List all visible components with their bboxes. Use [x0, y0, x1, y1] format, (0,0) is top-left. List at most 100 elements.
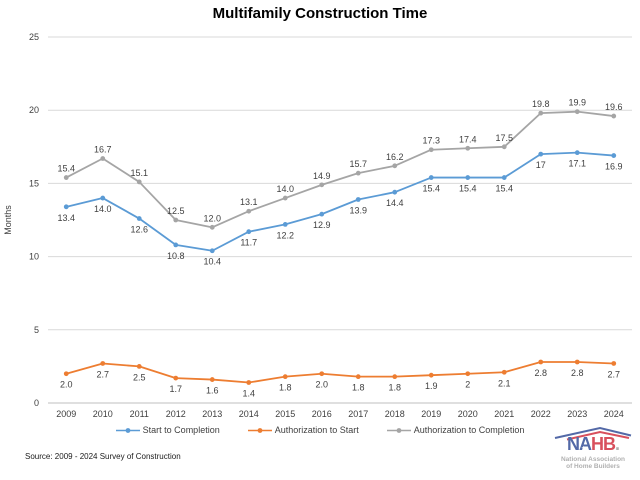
data-label-start-to-completion: 13.9 [349, 206, 367, 216]
data-point-authorization-to-completion [173, 217, 179, 223]
data-point-authorization-to-completion [246, 208, 252, 214]
data-point-start-to-completion [319, 211, 325, 217]
data-label-authorization-to-start: 1.7 [169, 384, 182, 394]
data-label-authorization-to-completion: 17.4 [459, 134, 477, 144]
nahb-subtitle-line2: of Home Builders [566, 463, 620, 470]
legend-label: Start to Completion [142, 425, 220, 435]
nahb-subtitle-line1: National Association [560, 456, 626, 463]
nahb-wordmark-na: NA ★ [567, 434, 592, 454]
data-point-authorization-to-start [428, 372, 434, 378]
data-label-authorization-to-completion: 14.9 [313, 171, 331, 181]
data-label-authorization-to-completion: 15.1 [130, 168, 148, 178]
y-tick-label: 20 [29, 105, 39, 115]
legend-label: Authorization to Completion [413, 425, 525, 435]
data-label-start-to-completion: 15.4 [422, 184, 440, 194]
y-tick-label: 10 [29, 252, 39, 262]
data-label-start-to-completion: 15.4 [459, 184, 477, 194]
x-tick-label: 2013 [202, 409, 222, 419]
legend-marker-icon [386, 427, 411, 433]
y-axis-title: Months [3, 205, 13, 235]
x-tick-label: 2014 [239, 409, 259, 419]
y-tick-label: 15 [29, 178, 39, 188]
data-point-authorization-to-start [501, 369, 507, 375]
data-label-authorization-to-completion: 15.7 [349, 159, 367, 169]
data-label-authorization-to-completion: 17.3 [422, 136, 440, 146]
data-point-start-to-completion [246, 229, 252, 235]
data-point-authorization-to-completion [136, 179, 142, 185]
data-label-authorization-to-completion: 13.1 [240, 197, 258, 207]
x-tick-label: 2009 [56, 409, 76, 419]
data-label-authorization-to-start: 1.8 [388, 383, 401, 393]
data-point-authorization-to-start [246, 380, 252, 385]
data-label-start-to-completion: 12.6 [130, 225, 148, 235]
x-tick-label: 2016 [312, 409, 332, 419]
data-label-authorization-to-start: 2.5 [133, 372, 146, 382]
legend-item-authorization-to-start: Authorization to Start [247, 425, 359, 435]
data-label-authorization-to-start: 2.7 [607, 369, 620, 379]
data-label-authorization-to-start: 2.0 [60, 380, 73, 390]
data-point-authorization-to-completion [355, 170, 361, 176]
line-chart: 0 5 10 15 20 25 Months 2009 2010 2011 2012 2013 2014… [3, 32, 632, 419]
data-label-authorization-to-start: 2 [465, 380, 470, 390]
data-point-authorization-to-start [209, 377, 215, 382]
x-tick-label: 2022 [531, 409, 551, 419]
data-label-authorization-to-completion: 12.0 [203, 213, 221, 223]
data-point-authorization-to-start [392, 374, 398, 380]
x-tick-label: 2018 [385, 409, 405, 419]
data-label-start-to-completion: 14.0 [94, 204, 112, 214]
data-label-authorization-to-completion: 16.2 [386, 152, 404, 162]
data-label-start-to-completion: 16.9 [605, 162, 623, 172]
series-line-authorization-to-completion [65, 110, 614, 229]
x-tick-label: 2017 [348, 409, 368, 419]
data-label-authorization-to-completion: 19.8 [532, 99, 550, 109]
data-point-authorization-to-completion [428, 147, 434, 153]
data-point-authorization-to-start [173, 375, 179, 381]
data-point-start-to-completion [209, 248, 215, 254]
data-point-authorization-to-completion [611, 113, 617, 119]
data-point-start-to-completion [173, 242, 179, 248]
x-tick-label: 2012 [166, 409, 186, 419]
data-label-authorization-to-completion: 17.5 [495, 133, 513, 143]
x-tick-label: 2023 [567, 409, 587, 419]
x-tick-label: 2011 [130, 409, 149, 419]
source-note: Source: 2009 - 2024 Survey of Constructi… [25, 452, 181, 461]
data-label-authorization-to-completion: 16.7 [94, 145, 112, 155]
nahb-star-icon: ★ [580, 445, 587, 452]
data-point-authorization-to-start [355, 374, 361, 380]
data-point-start-to-completion [392, 189, 398, 195]
data-point-start-to-completion [282, 221, 288, 227]
data-label-start-to-completion: 17 [536, 160, 546, 170]
data-label-start-to-completion: 10.4 [203, 257, 221, 267]
data-label-start-to-completion: 13.4 [57, 213, 75, 223]
nahb-wordmark-dot: . [614, 434, 620, 454]
data-label-start-to-completion: 12.2 [276, 230, 294, 240]
y-tick-label: 25 [29, 32, 39, 42]
data-label-authorization-to-start: 1.4 [242, 389, 255, 399]
data-point-start-to-completion [355, 197, 361, 202]
data-label-authorization-to-completion: 19.9 [568, 98, 586, 108]
data-point-start-to-completion [63, 204, 69, 210]
data-point-authorization-to-start [538, 359, 544, 365]
y-tick-label: 5 [34, 325, 39, 335]
series-line-authorization-to-start [66, 361, 614, 384]
data-point-authorization-to-start [574, 359, 580, 365]
nahb-wordmark-hb: HB [590, 434, 616, 454]
data-point-authorization-to-completion [282, 195, 288, 201]
data-label-start-to-completion: 10.8 [167, 251, 185, 261]
data-point-authorization-to-completion [538, 110, 544, 116]
legend-item-start-to-completion: Start to Completion [115, 425, 220, 435]
nahb-logo: NA ★ HB. National Association of Home Buil… [551, 426, 635, 470]
data-point-authorization-to-completion [392, 163, 398, 169]
x-tick-label: 2024 [604, 409, 624, 419]
data-point-authorization-to-completion [209, 224, 215, 230]
data-label-start-to-completion: 15.4 [495, 184, 513, 194]
series-line-start-to-completion [66, 151, 614, 252]
data-label-start-to-completion: 17.1 [568, 159, 586, 169]
data-point-authorization-to-start [282, 374, 288, 380]
data-point-authorization-to-completion [319, 182, 325, 188]
data-label-start-to-completion: 14.4 [386, 198, 404, 208]
data-label-authorization-to-completion: 14.0 [276, 184, 294, 194]
nahb-subtitle: National Association of Home Builders [551, 456, 635, 470]
data-point-authorization-to-start [465, 371, 471, 377]
data-point-authorization-to-start [100, 361, 106, 366]
